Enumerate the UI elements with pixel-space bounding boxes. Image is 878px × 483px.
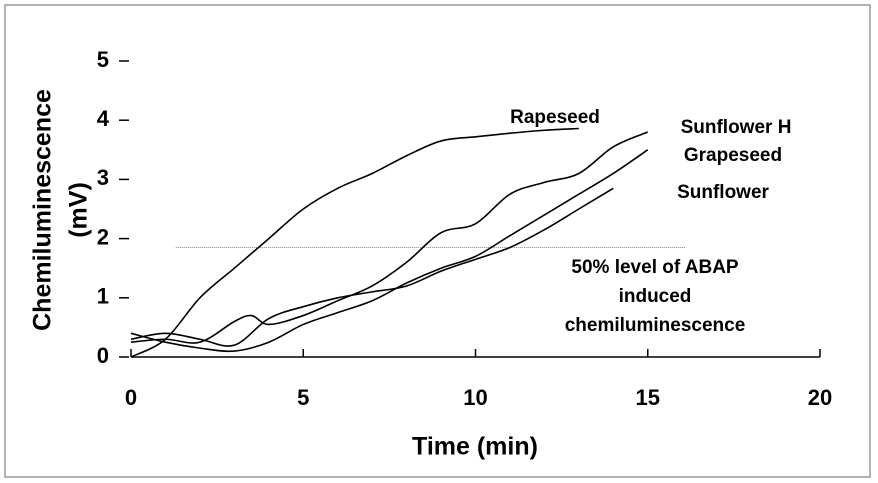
y-tick-label: 0 xyxy=(97,343,109,368)
y-tick-label: 3 xyxy=(97,165,109,190)
x-tick-label: 0 xyxy=(125,385,137,410)
x-tick-label: 15 xyxy=(636,385,660,410)
frame xyxy=(4,4,871,478)
series-label: Sunflower H xyxy=(681,117,792,138)
x-tick-label: 20 xyxy=(808,385,832,410)
y-tick-label: 4 xyxy=(97,106,110,131)
y-axis-label: Chemiluminescence xyxy=(29,89,57,331)
y-tick-label: 1 xyxy=(97,284,109,309)
series-line xyxy=(130,149,649,353)
x-axis-label: Time (min) xyxy=(412,433,538,461)
y-axis-label: (mV) xyxy=(65,182,93,238)
x-tick-label: 10 xyxy=(463,385,487,410)
series-line xyxy=(130,131,649,344)
annotation: 50% level of ABAP xyxy=(571,257,739,278)
y-tick-label: 2 xyxy=(97,224,109,249)
series-line xyxy=(130,187,614,347)
x-tick-label: 5 xyxy=(297,385,309,410)
series-line xyxy=(130,127,579,358)
annotation: chemiluminescence xyxy=(565,315,746,336)
series-label: Grapeseed xyxy=(684,145,782,166)
series-label: Rapeseed xyxy=(510,107,600,128)
series-label: Sunflower xyxy=(677,182,769,203)
annotation: induced xyxy=(619,286,692,307)
y-tick-label: 5 xyxy=(97,47,109,72)
